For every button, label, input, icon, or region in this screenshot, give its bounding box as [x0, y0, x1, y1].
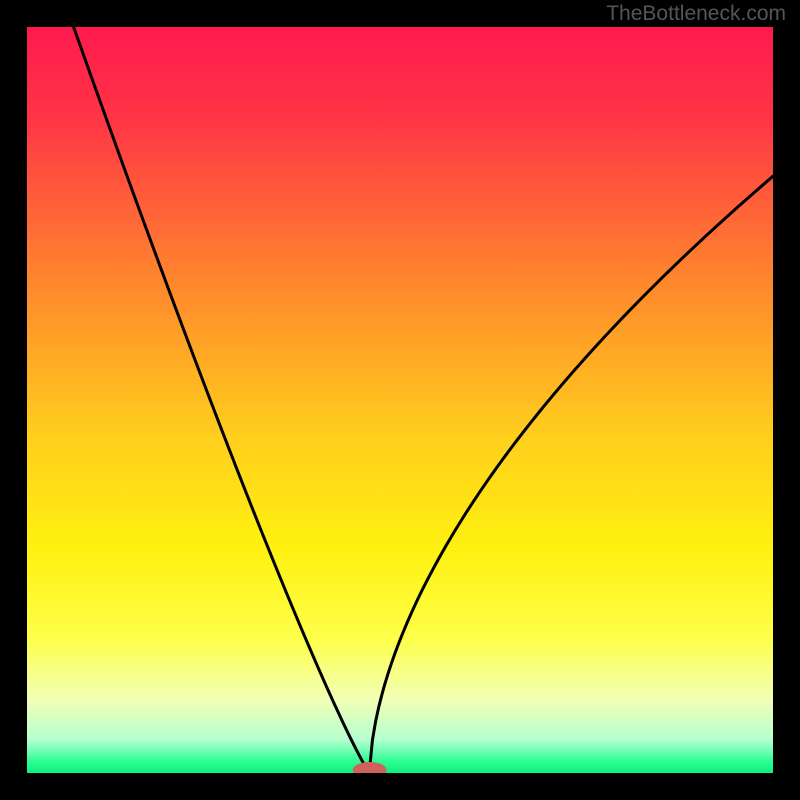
chart-container: TheBottleneck.com: [0, 0, 800, 800]
plot-background: [27, 27, 773, 773]
bottleneck-chart: [0, 0, 800, 800]
watermark-text: TheBottleneck.com: [606, 2, 786, 26]
